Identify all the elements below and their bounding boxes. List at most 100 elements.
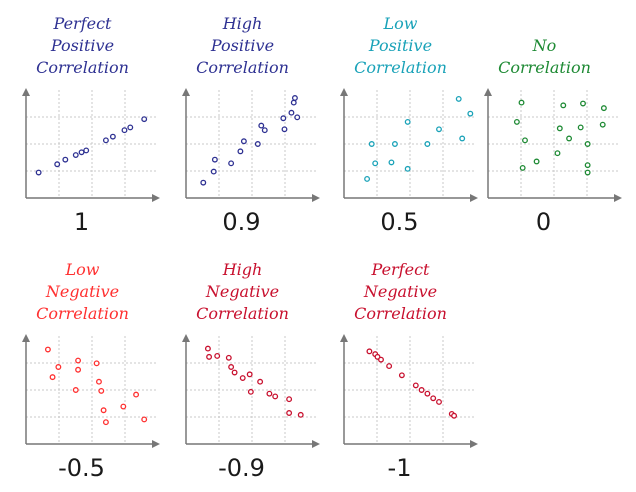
data-point — [102, 419, 109, 426]
scatter-plot — [22, 88, 160, 202]
data-point — [240, 138, 247, 145]
data-point — [78, 149, 85, 156]
data-point — [228, 160, 235, 167]
data-point — [44, 346, 51, 353]
chart-title-line: Positive — [210, 36, 275, 55]
data-point — [49, 374, 56, 381]
x-axis-arrow-icon — [470, 194, 478, 202]
data-point — [560, 102, 567, 109]
data-point — [404, 165, 411, 172]
correlation-value: 0.5 — [380, 208, 419, 236]
correlation-value: 0.9 — [222, 208, 261, 236]
data-point — [467, 110, 474, 117]
chart-title-line: Correlation — [354, 58, 447, 77]
chart-title-line: Negative — [205, 282, 280, 301]
data-point — [281, 126, 288, 133]
chart-panel-4: No Correlation 0 — [462, 0, 627, 246]
correlation-value: -0.5 — [58, 454, 105, 482]
data-point — [204, 345, 211, 352]
data-point — [436, 126, 442, 133]
chart-panel-1: Perfect Positive Correlation 1 — [0, 0, 165, 246]
data-point — [133, 391, 140, 398]
x-axis-arrow-icon — [614, 194, 622, 202]
data-point — [72, 387, 79, 393]
data-point — [455, 95, 462, 102]
x-axis-arrow-icon — [312, 194, 320, 202]
chart-title-line: Correlation — [196, 304, 289, 323]
correlation-value: 1 — [73, 208, 90, 236]
data-point — [272, 393, 279, 400]
chart-title-line: Correlation — [196, 58, 289, 77]
data-point — [261, 127, 268, 134]
correlation-value: -0.9 — [218, 454, 265, 482]
chart-title-line: Positive — [50, 36, 115, 55]
chart-panel-5: Low Negative Correlation -0.5 — [0, 246, 165, 492]
data-point — [368, 141, 375, 147]
data-point — [231, 369, 238, 376]
data-point — [584, 141, 591, 147]
data-point — [554, 150, 561, 157]
y-axis-arrow-icon — [340, 88, 348, 96]
x-axis-arrow-icon — [470, 440, 478, 448]
data-point — [206, 353, 213, 360]
scatter-plot — [484, 88, 622, 202]
data-point — [424, 141, 431, 147]
data-point — [297, 411, 304, 418]
chart-title: No Correlation — [462, 35, 627, 79]
data-point — [366, 348, 373, 355]
data-point — [459, 135, 466, 142]
data-point — [436, 399, 442, 405]
y-axis-arrow-icon — [340, 334, 348, 342]
data-point — [519, 164, 526, 171]
data-point — [412, 382, 419, 389]
data-point — [398, 372, 405, 379]
data-point — [522, 137, 528, 144]
data-point — [291, 95, 298, 101]
chart-title: High Positive Correlation — [160, 13, 325, 79]
data-point — [257, 378, 264, 385]
data-point — [404, 118, 411, 125]
data-point — [100, 407, 107, 414]
data-point — [600, 105, 607, 112]
chart-title-line: Correlation — [498, 58, 591, 77]
data-point — [102, 137, 109, 144]
data-point — [533, 158, 540, 165]
data-point — [386, 363, 393, 370]
chart-title-line: Negative — [45, 282, 120, 301]
data-point — [83, 147, 90, 154]
chart-title-line: Correlation — [354, 304, 447, 323]
data-point — [72, 152, 79, 158]
data-point — [290, 99, 297, 106]
data-point — [286, 410, 293, 416]
chart-title-line: Low — [65, 260, 100, 279]
chart-panel-6: High Negative Correlation -0.9 — [160, 246, 325, 492]
data-point — [254, 141, 261, 147]
data-point — [96, 378, 102, 385]
chart-title-line: Correlation — [36, 304, 129, 323]
data-point — [228, 364, 235, 370]
x-axis-arrow-icon — [152, 440, 160, 448]
data-point — [418, 387, 425, 393]
data-point — [75, 357, 82, 364]
chart-title-line: No — [532, 36, 557, 55]
data-point — [214, 353, 221, 359]
correlation-value: -1 — [387, 454, 412, 482]
data-point — [577, 124, 584, 131]
scatter-plot — [182, 88, 320, 202]
data-point — [247, 388, 254, 395]
scatter-plot — [22, 334, 160, 448]
data-point — [35, 169, 42, 176]
chart-title-line: Perfect — [371, 260, 430, 279]
data-point — [258, 122, 265, 129]
chart-panel-3: Low Positive Correlation 0.5 — [318, 0, 483, 246]
data-point — [364, 176, 371, 182]
x-axis-arrow-icon — [312, 440, 320, 448]
chart-title-line: High — [222, 14, 263, 33]
data-point — [378, 356, 384, 363]
chart-title-line: Negative — [363, 282, 438, 301]
chart-title-line: Correlation — [36, 58, 129, 77]
data-point — [62, 156, 69, 163]
data-point — [580, 100, 586, 107]
chart-title: Perfect Positive Correlation — [0, 13, 165, 79]
data-point — [141, 416, 148, 423]
